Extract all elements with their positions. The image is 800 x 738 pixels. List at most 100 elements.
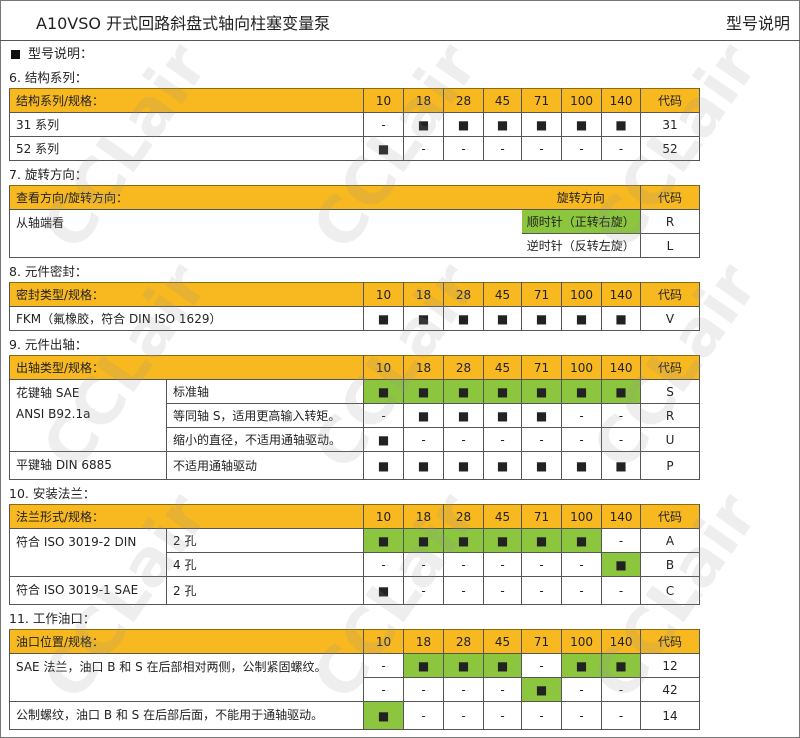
available-mark: ■: [363, 306, 405, 331]
code-cell: L: [640, 233, 700, 258]
table-header-row: 油口位置/规格： 10 18 28 45 71 100 140 代码: [8, 629, 701, 654]
not-available-mark: -: [601, 136, 642, 161]
available-mark: ■: [363, 379, 405, 404]
not-available-mark: -: [521, 701, 563, 730]
group-label: 花键轴 SAE ANSI B92.1a: [9, 379, 167, 452]
available-mark: ■: [483, 528, 523, 553]
not-available-mark: -: [561, 701, 603, 730]
code-cell: U: [640, 427, 701, 452]
not-available-mark: -: [601, 576, 642, 605]
available-mark: ■: [403, 528, 445, 553]
main-heading-text: 型号说明：: [28, 47, 94, 62]
header-section-label: 型号说明: [725, 14, 790, 33]
not-available-mark: -: [601, 701, 642, 730]
available-mark: ■: [403, 112, 445, 137]
size-header-10: 10: [363, 629, 405, 654]
section-title: 6. 结构系列：: [9, 70, 88, 85]
size-header-71: 71: [521, 629, 563, 654]
size-header-100: 100: [561, 355, 603, 380]
not-available-mark: -: [443, 552, 485, 577]
size-header-100: 100: [561, 629, 603, 654]
not-available-mark: -: [601, 427, 642, 452]
code-cell: R: [640, 209, 700, 234]
not-available-mark: -: [601, 528, 642, 553]
size-header-10: 10: [363, 355, 405, 380]
available-mark: ■: [443, 653, 485, 678]
group-label: SAE 法兰，油口 B 和 S 在后部相对两侧，公制紧固螺纹。: [8, 653, 365, 702]
available-mark: ■: [561, 451, 603, 480]
square-bullet-icon: [11, 50, 20, 59]
available-mark: ■: [363, 701, 405, 730]
available-mark: ■: [483, 403, 523, 428]
not-available-mark: -: [443, 677, 485, 702]
not-available-mark: -: [403, 552, 445, 577]
not-available-mark: -: [403, 427, 445, 452]
header-label: 密封类型/规格：: [8, 282, 365, 307]
not-available-mark: -: [363, 403, 405, 428]
option-table: 油口位置/规格： 10 18 28 45 71 100 140 代码 SAE 法兰，油口 B 和 …: [8, 629, 701, 730]
not-available-mark: -: [363, 552, 405, 577]
size-header-28: 28: [443, 355, 485, 380]
sub-label: 等同轴 S，适用更高输入转矩。: [165, 403, 365, 428]
size-header-28: 28: [443, 504, 485, 529]
available-mark: ■: [443, 306, 485, 331]
not-available-mark: -: [443, 136, 485, 161]
size-header-10: 10: [363, 282, 405, 307]
option-table: 出轴类型/规格： 10 18 28 45 71 100 140 代码 花键轴 SAE ANSI B9…: [8, 355, 701, 480]
section-title: 10. 安装法兰：: [9, 486, 96, 501]
available-mark: ■: [443, 379, 485, 404]
not-available-mark: -: [521, 552, 563, 577]
not-available-mark: -: [561, 576, 603, 605]
size-header-28: 28: [443, 88, 485, 113]
option-table: 查看方向/旋转方向： 旋转方向 代码 从轴端看 顺时针（正转右旋） R 逆时针（反转左旋） L: [9, 185, 700, 258]
sub-label: 标准轴: [165, 379, 365, 404]
size-header-10: 10: [363, 88, 405, 113]
option-table: 结构系列/规格： 10 18 28 45 71 100 140 代码 31 系列 - ■ ■ ■ ■ ■ ■ 31…: [8, 88, 701, 161]
not-available-mark: -: [601, 677, 642, 702]
size-header-18: 18: [403, 88, 445, 113]
size-header-140: 140: [601, 629, 642, 654]
available-mark: ■: [601, 552, 642, 577]
available-mark: ■: [363, 427, 405, 452]
not-available-mark: -: [363, 112, 405, 137]
available-mark: ■: [521, 379, 563, 404]
not-available-mark: -: [483, 136, 523, 161]
available-mark: ■: [403, 403, 445, 428]
size-header-100: 100: [561, 88, 603, 113]
rotation-option: 逆时针（反转左旋）: [521, 233, 641, 258]
header-label: 结构系列/规格：: [8, 88, 365, 113]
option-table: 法兰形式/规格： 10 18 28 45 71 100 140 代码 符合 ISO 3019-2 …: [8, 504, 701, 605]
available-mark: ■: [561, 306, 603, 331]
not-available-mark: -: [521, 136, 563, 161]
available-mark: ■: [483, 379, 523, 404]
code-cell: P: [640, 451, 701, 480]
available-mark: ■: [561, 112, 603, 137]
not-available-mark: -: [483, 427, 523, 452]
header-label: 法兰形式/规格：: [8, 504, 365, 529]
code-cell: 52: [640, 136, 701, 161]
size-header-18: 18: [403, 629, 445, 654]
not-available-mark: -: [521, 427, 563, 452]
group-label-line: 符合 ISO 3019-1 SAE: [16, 583, 139, 597]
size-header-71: 71: [521, 282, 563, 307]
main-heading: 型号说明：: [9, 44, 699, 68]
code-cell: 31: [640, 112, 701, 137]
code-cell: A: [640, 528, 701, 553]
table-row: 公制螺纹，油口 B 和 S 在后部后面，不能用于通轴驱动。 ■ - - - - - -14: [8, 701, 701, 730]
view-direction-label: 从轴端看: [9, 209, 522, 258]
section-title: 7. 旋转方向：: [9, 167, 88, 182]
table-row: - - - - ■ - -42: [10, 677, 701, 702]
size-header-18: 18: [403, 355, 445, 380]
available-mark: ■: [443, 528, 485, 553]
group-label-line: 平键轴 DIN 6885: [16, 458, 112, 472]
size-header-140: 140: [601, 355, 642, 380]
available-mark: ■: [601, 451, 642, 480]
available-mark: ■: [403, 451, 445, 480]
not-available-mark: -: [483, 701, 523, 730]
size-header-28: 28: [443, 282, 485, 307]
direction-header: 旋转方向: [521, 185, 641, 210]
not-available-mark: -: [521, 576, 563, 605]
code-cell: C: [640, 576, 701, 605]
size-header-71: 71: [521, 355, 563, 380]
available-mark: ■: [403, 653, 445, 678]
